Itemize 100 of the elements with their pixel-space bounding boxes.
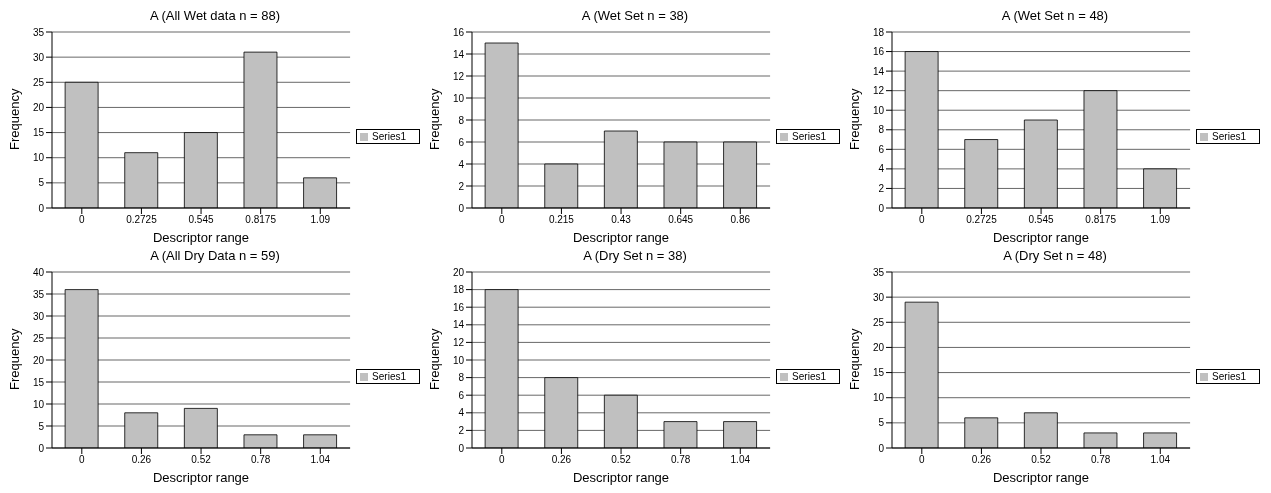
y-tick-label: 16 (872, 46, 885, 58)
y-tick-label: 40 (32, 266, 45, 278)
x-axis-title: Descriptor range (572, 470, 670, 485)
y-tick-label: 5 (38, 420, 45, 432)
x-tick-label: 0.52 (1031, 454, 1052, 466)
y-axis-title: Frequency (846, 328, 862, 390)
x-tick-label: 1.09 (310, 214, 331, 226)
x-tick-label: 0.26 (551, 454, 572, 466)
chart-title: A (Wet Set n = 38) (580, 8, 690, 25)
y-tick-label: 0 (38, 442, 45, 454)
y-axis-title: Frequency (426, 328, 442, 390)
y-tick-label: 8 (878, 124, 885, 136)
x-tick-label: 0.78 (1090, 454, 1111, 466)
legend-label: Series1 (1212, 370, 1246, 382)
y-tick-label: 4 (458, 158, 465, 170)
y-tick-label: 30 (32, 51, 45, 63)
y-tick-label: 6 (878, 143, 885, 155)
x-tick-label: 0.2725 (126, 214, 158, 226)
y-tick-label: 15 (32, 127, 45, 139)
chart-title: A (Wet Set n = 48) (1000, 8, 1110, 25)
x-tick-label: 0.545 (1028, 214, 1054, 226)
y-tick-label: 6 (458, 136, 465, 148)
y-tick-label: 0 (38, 202, 45, 214)
y-tick-label: 8 (458, 372, 465, 384)
x-tick-label: 0 (79, 454, 86, 466)
y-axis-title: Frequency (426, 88, 442, 150)
x-tick-label: 0.215 (548, 214, 575, 226)
y-tick-label: 4 (878, 163, 885, 175)
x-tick-label: 0 (499, 214, 506, 226)
x-tick-label: 0.78 (670, 454, 691, 466)
y-tick-label: 20 (32, 101, 45, 113)
y-tick-label: 0 (458, 442, 465, 454)
x-axis-title: Descriptor range (572, 230, 670, 245)
chart-title: A (Dry Set n = 38) (582, 248, 688, 265)
y-tick-label: 10 (872, 104, 885, 116)
x-tick-label: 0 (499, 454, 506, 466)
x-tick-label: 0 (919, 454, 926, 466)
y-tick-label: 35 (32, 288, 45, 300)
y-tick-label: 30 (872, 291, 885, 303)
x-tick-label: 0.645 (668, 214, 694, 226)
y-tick-label: 35 (32, 26, 45, 38)
y-tick-label: 10 (872, 392, 885, 404)
legend-label: Series1 (372, 130, 406, 142)
x-tick-label: 1.04 (730, 454, 751, 466)
y-tick-label: 16 (452, 26, 465, 38)
x-tick-label: 0 (919, 214, 926, 226)
y-axis-title: Frequency (846, 88, 862, 150)
y-tick-label: 20 (32, 354, 45, 366)
y-tick-label: 25 (32, 332, 45, 344)
y-tick-label: 16 (452, 301, 465, 313)
y-tick-label: 6 (458, 389, 465, 401)
x-axis-title: Descriptor range (152, 230, 250, 245)
x-tick-label: 0.43 (611, 214, 632, 226)
x-tick-label: 0 (79, 214, 86, 226)
x-tick-label: 1.04 (1150, 454, 1171, 466)
legend-label: Series1 (792, 130, 826, 142)
x-tick-label: 0.26 (971, 454, 992, 466)
chart-title: A (All Wet data n = 88) (148, 8, 282, 25)
y-tick-label: 5 (878, 417, 885, 429)
y-tick-label: 5 (38, 177, 45, 189)
x-tick-label: 0.26 (131, 454, 152, 466)
x-axis-title: Descriptor range (152, 470, 250, 485)
y-tick-label: 0 (878, 202, 885, 214)
y-tick-label: 10 (32, 398, 45, 410)
x-axis-title: Descriptor range (992, 230, 1090, 245)
y-tick-label: 12 (452, 70, 465, 82)
y-tick-label: 20 (452, 266, 465, 278)
y-axis-title: Frequency (6, 328, 22, 390)
y-tick-label: 12 (872, 85, 885, 97)
x-tick-label: 0.52 (611, 454, 632, 466)
y-tick-label: 10 (452, 92, 465, 104)
x-axis-title: Descriptor range (992, 470, 1090, 485)
y-tick-label: 15 (32, 376, 45, 388)
legend-label: Series1 (1212, 130, 1246, 142)
y-tick-label: 0 (458, 202, 465, 214)
y-tick-label: 25 (872, 316, 885, 328)
y-tick-label: 14 (872, 65, 885, 77)
x-tick-label: 0.78 (250, 454, 271, 466)
x-tick-label: 0.8175 (245, 214, 277, 226)
y-tick-label: 20 (872, 341, 885, 353)
y-tick-label: 30 (32, 310, 45, 322)
x-tick-label: 1.09 (1150, 214, 1171, 226)
legend-label: Series1 (372, 370, 406, 382)
y-tick-label: 10 (32, 152, 45, 164)
y-tick-label: 0 (878, 442, 885, 454)
x-tick-label: 0.8175 (1085, 214, 1117, 226)
y-tick-label: 2 (458, 180, 465, 192)
y-tick-label: 14 (452, 48, 465, 60)
y-tick-label: 18 (452, 284, 465, 296)
x-tick-label: 0.52 (191, 454, 212, 466)
y-tick-label: 4 (458, 407, 465, 419)
y-tick-label: 2 (878, 182, 885, 194)
y-tick-label: 10 (452, 354, 465, 366)
x-tick-label: 0.86 (730, 214, 751, 226)
y-tick-label: 15 (872, 367, 885, 379)
y-tick-label: 18 (872, 26, 885, 38)
y-tick-label: 2 (458, 424, 465, 436)
x-tick-label: 0.545 (188, 214, 214, 226)
y-tick-label: 35 (872, 266, 885, 278)
x-tick-label: 0.2725 (966, 214, 998, 226)
